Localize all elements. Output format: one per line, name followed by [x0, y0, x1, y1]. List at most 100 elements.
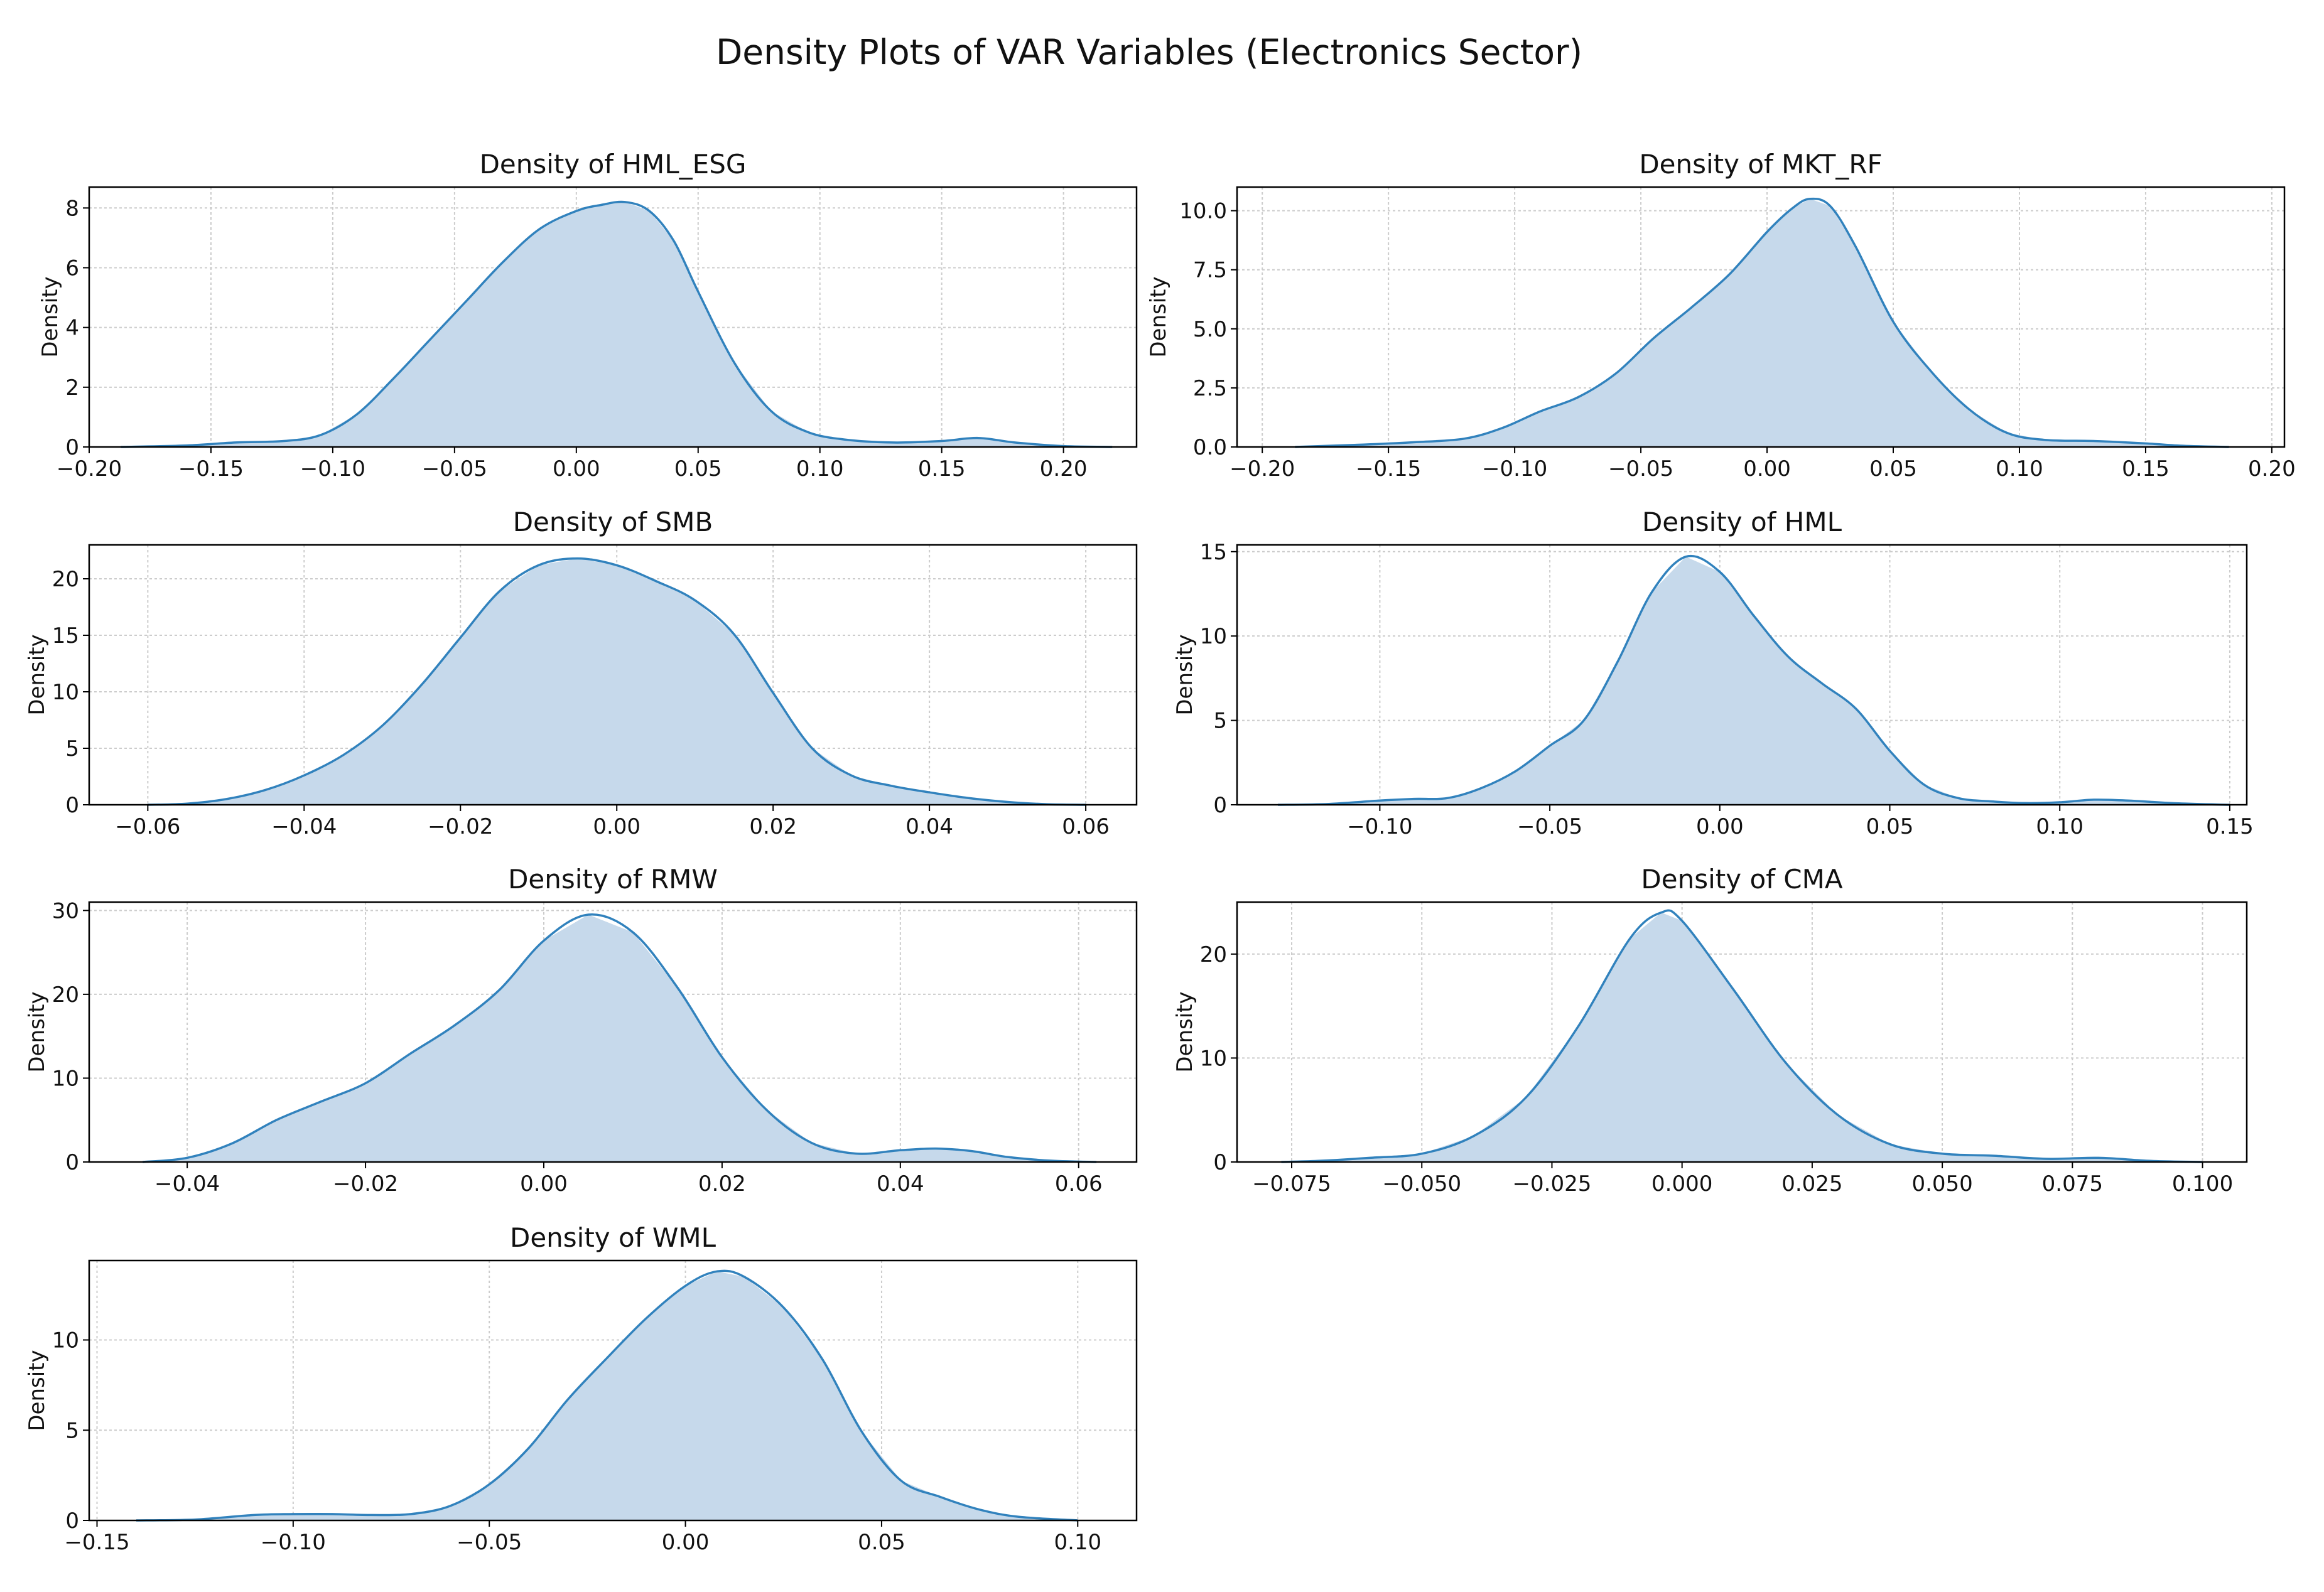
y-tick-label: 4 — [65, 316, 79, 341]
x-tick-label: 0.15 — [918, 456, 966, 481]
subplot-title: Density of CMA — [1641, 864, 1842, 895]
x-tick-label: 0.10 — [2036, 814, 2083, 839]
y-tick-label: 2 — [65, 375, 79, 401]
x-tick-label: −0.15 — [1356, 456, 1421, 481]
axes-frame — [88, 186, 1138, 448]
y-tick-label: 20 — [52, 567, 79, 592]
y-tick-label: 0.0 — [1193, 435, 1227, 460]
x-tick-label: 0.00 — [662, 1530, 710, 1555]
x-tick-label: 0.00 — [1743, 456, 1791, 481]
x-tick-label: −0.075 — [1252, 1171, 1331, 1197]
density-area — [1295, 198, 2229, 447]
x-tick-label: −0.050 — [1382, 1171, 1461, 1197]
subplot-title: Density of HML — [1642, 507, 1842, 537]
y-tick-label: 10 — [1200, 624, 1227, 649]
x-tick-label: 0.05 — [674, 456, 722, 481]
y-tick-label: 0 — [65, 435, 79, 460]
x-tick-label: −0.04 — [154, 1171, 220, 1197]
axes-frame — [88, 1259, 1138, 1522]
x-tick-label: 0.00 — [593, 814, 640, 839]
y-tick-label: 5.0 — [1193, 317, 1227, 342]
subplot-title: Density of WML — [510, 1222, 716, 1253]
x-tick-label: −0.10 — [261, 1530, 326, 1555]
y-tick-label: 15 — [1200, 540, 1227, 565]
x-tick-label: −0.10 — [1482, 456, 1547, 481]
y-axis-label: Density — [1146, 276, 1171, 357]
x-tick-label: 0.05 — [858, 1530, 905, 1555]
y-tick-label: 6 — [65, 255, 79, 281]
x-tick-label: 0.04 — [877, 1171, 924, 1197]
x-tick-label: −0.10 — [300, 456, 365, 481]
x-tick-label: 0.10 — [796, 456, 844, 481]
x-tick-label: 0.15 — [2122, 456, 2170, 481]
x-tick-label: −0.20 — [1230, 456, 1295, 481]
x-tick-label: −0.05 — [422, 456, 487, 481]
x-tick-label: −0.15 — [64, 1530, 129, 1555]
y-axis-label: Density — [1172, 634, 1197, 715]
y-tick-label: 7.5 — [1193, 258, 1227, 283]
x-tick-label: 0.20 — [1040, 456, 1088, 481]
axes-frame — [88, 901, 1138, 1163]
subplot-3: −0.06 −0.04 −0.02 0.00 0.02 0.04 0.06 0 5 10 15 20 D… — [24, 507, 1138, 839]
y-axis-label: Density — [24, 1350, 50, 1431]
x-tick-label: 0.06 — [1055, 1171, 1103, 1197]
y-tick-label: 0 — [65, 1509, 79, 1534]
x-tick-label: 0.10 — [1054, 1530, 1101, 1555]
y-tick-label: 8 — [65, 196, 79, 221]
y-tick-label: 20 — [1200, 942, 1227, 967]
subplot-6: −0.075 −0.050 −0.025 0.000 0.025 0.050 0.075 0.… — [1172, 864, 2248, 1197]
density-line — [148, 557, 1086, 806]
subplot-title: Density of RMW — [508, 864, 718, 895]
y-tick-label: 10 — [52, 1328, 79, 1353]
density-area — [143, 915, 1097, 1162]
x-tick-label: 0.075 — [2042, 1171, 2103, 1197]
y-tick-label: 10.0 — [1179, 199, 1227, 224]
x-tick-label: −0.04 — [271, 814, 337, 839]
subplot-2: −0.20 −0.15 −0.10 −0.05 0.00 0.05 0.10 0.15 0.20… — [1146, 149, 2296, 481]
x-tick-label: 0.06 — [1062, 814, 1110, 839]
density-area — [136, 1271, 1078, 1520]
density-area — [1278, 556, 2230, 805]
x-tick-label: 0.025 — [1781, 1171, 1842, 1197]
x-tick-label: 0.050 — [1911, 1171, 1972, 1197]
y-tick-label: 10 — [52, 1066, 79, 1091]
x-tick-label: 0.02 — [698, 1171, 746, 1197]
density-line — [1281, 909, 2203, 1163]
density-line — [136, 1269, 1078, 1522]
x-tick-label: −0.05 — [1517, 814, 1582, 839]
subplot-7: −0.15 −0.10 −0.05 0.00 0.05 0.10 0 5 10 Density o… — [24, 1222, 1138, 1555]
x-tick-label: 0.10 — [1996, 456, 2043, 481]
density-area — [148, 558, 1086, 805]
x-tick-label: −0.025 — [1513, 1171, 1592, 1197]
x-tick-label: 0.15 — [2206, 814, 2254, 839]
y-tick-label: 2.5 — [1193, 376, 1227, 401]
y-axis-label: Density — [1172, 991, 1197, 1072]
y-axis-label: Density — [38, 276, 63, 357]
subplot-5: −0.04 −0.02 0.00 0.02 0.04 0.06 0 10 20 30 Density… — [24, 864, 1138, 1197]
density-line — [121, 200, 1113, 448]
subplot-1: −0.20 −0.15 −0.10 −0.05 0.00 0.05 0.10 0.15 0.20… — [38, 149, 1138, 481]
y-tick-label: 5 — [65, 736, 79, 761]
x-tick-label: 0.05 — [1869, 456, 1917, 481]
y-tick-label: 15 — [52, 623, 79, 648]
y-tick-label: 0 — [1213, 1150, 1227, 1175]
axes-frame — [1236, 544, 2248, 806]
density-area — [121, 202, 1113, 447]
y-axis-label: Density — [24, 991, 50, 1072]
figure-title: Density Plots of VAR Variables (Electron… — [716, 32, 1582, 72]
y-tick-label: 10 — [52, 680, 79, 705]
x-tick-label: 0.00 — [1696, 814, 1744, 839]
x-tick-label: −0.05 — [1608, 456, 1673, 481]
axes-frame — [1236, 186, 2286, 448]
y-tick-label: 10 — [1200, 1046, 1227, 1071]
y-tick-label: 5 — [1213, 709, 1227, 734]
y-tick-label: 0 — [65, 793, 79, 818]
x-tick-label: −0.10 — [1347, 814, 1412, 839]
subplot-title: Density of MKT_RF — [1639, 149, 1882, 180]
x-tick-label: 0.04 — [905, 814, 953, 839]
x-tick-label: −0.15 — [178, 456, 244, 481]
axes-frame — [88, 544, 1138, 806]
x-tick-label: 0.20 — [2248, 456, 2296, 481]
x-tick-label: 0.00 — [520, 1171, 568, 1197]
